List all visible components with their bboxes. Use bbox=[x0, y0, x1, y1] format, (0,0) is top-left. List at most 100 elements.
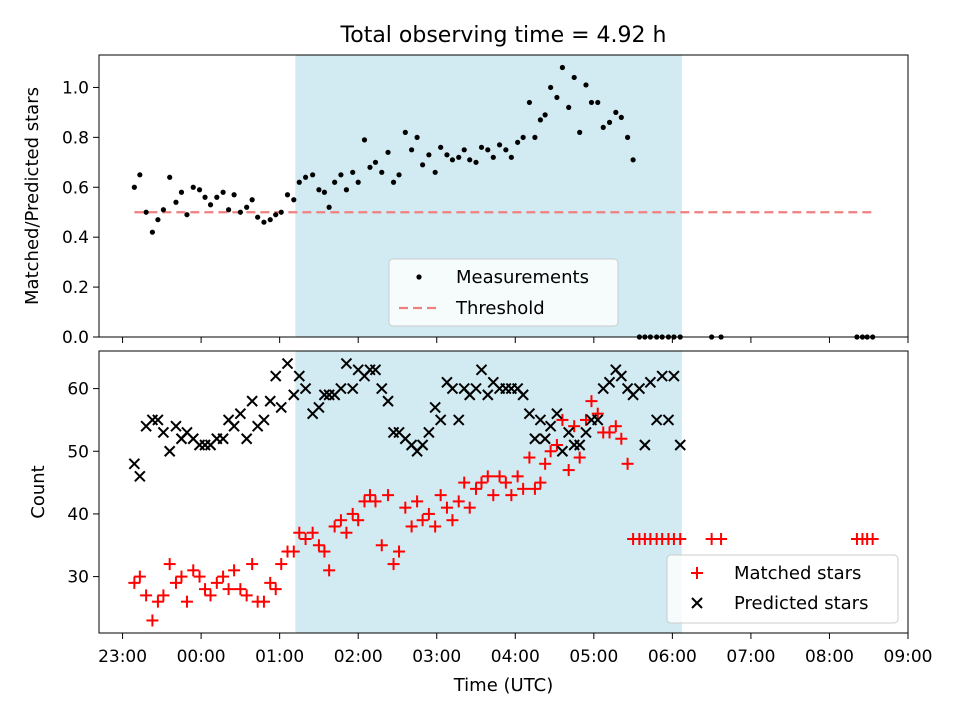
chart-title: Total observing time = 4.92 h bbox=[340, 23, 667, 48]
predicted-star-point bbox=[639, 439, 651, 451]
matched-star-point bbox=[146, 614, 159, 627]
cross-stroke-b bbox=[246, 395, 258, 407]
matched-star-point bbox=[523, 451, 536, 464]
measurement-point bbox=[278, 209, 284, 215]
legend-matched-label: Matched stars bbox=[734, 563, 861, 584]
matched-star-point bbox=[180, 595, 193, 608]
y-tick-label: 0.8 bbox=[62, 128, 89, 148]
measurement-point bbox=[554, 94, 560, 101]
predicted-star-point bbox=[603, 376, 616, 389]
matched-star-point bbox=[539, 457, 552, 470]
measurement-point bbox=[202, 194, 208, 200]
cross-stroke-b bbox=[539, 433, 551, 445]
matched-star-point bbox=[363, 489, 376, 502]
x-tick-label: 23:00 bbox=[98, 647, 147, 667]
cross-stroke-b bbox=[405, 439, 418, 451]
matched-star-point bbox=[568, 420, 581, 433]
matched-star-point bbox=[440, 501, 453, 514]
measurement-point bbox=[244, 204, 250, 210]
predicted-star-point bbox=[470, 382, 482, 395]
x-axis-label: Time (UTC) bbox=[453, 675, 554, 696]
matched-star-point bbox=[452, 495, 465, 508]
matched-star-point bbox=[246, 558, 259, 571]
predicted-star-point bbox=[517, 389, 529, 401]
matched-star-point bbox=[429, 520, 442, 533]
cross-stroke-b bbox=[352, 364, 364, 376]
matched-star-point bbox=[534, 476, 547, 489]
cross-stroke-b bbox=[318, 389, 331, 401]
matched-star-point bbox=[511, 470, 524, 483]
measurement-point bbox=[485, 147, 491, 153]
x-tick-label: 04:00 bbox=[491, 647, 540, 667]
top-legend: Measurements Threshold bbox=[388, 258, 619, 327]
measurement-point bbox=[261, 219, 267, 225]
predicted-star-point bbox=[615, 370, 628, 382]
measurement-point bbox=[137, 172, 143, 178]
predicted-star-point bbox=[293, 370, 305, 382]
predicted-star-point bbox=[234, 407, 247, 420]
matched-star-point bbox=[481, 470, 494, 483]
x-tick-label: 00:00 bbox=[177, 647, 226, 667]
bottom-legend: Matched stars Predicted stars bbox=[666, 554, 899, 624]
cross-stroke-b bbox=[691, 597, 703, 609]
cross-stroke-b bbox=[288, 389, 300, 401]
cross-stroke-b bbox=[157, 426, 170, 439]
predicted-star-point bbox=[529, 433, 541, 445]
matched-star-point bbox=[163, 558, 176, 571]
matched-star-point bbox=[264, 576, 277, 589]
predicted-star-point bbox=[318, 389, 331, 401]
matched-star-point bbox=[352, 514, 365, 527]
matched-star-point bbox=[387, 558, 400, 571]
measurement-point bbox=[296, 179, 302, 185]
cross-stroke-b bbox=[335, 382, 347, 395]
cross-stroke-b bbox=[551, 407, 563, 420]
measurement-point bbox=[143, 209, 149, 215]
predicted-star-point bbox=[453, 414, 465, 426]
predicted-star-point bbox=[134, 470, 146, 483]
cross-stroke-b bbox=[556, 445, 569, 457]
predicted-star-point bbox=[313, 401, 325, 414]
predicted-star-point bbox=[346, 382, 359, 395]
cross-stroke-b bbox=[340, 357, 353, 370]
matched-star-point bbox=[505, 489, 518, 502]
measurement-point bbox=[338, 172, 344, 178]
matched-star-point bbox=[573, 451, 586, 464]
bottom-axis-ticks: 30 40 50 60 23:00 00:00 01:00 02:00 03:00 04:00 05… bbox=[67, 380, 932, 667]
bottom-plot-marks bbox=[128, 357, 879, 627]
predicted-star-point bbox=[523, 407, 536, 420]
measurement-point bbox=[461, 147, 467, 153]
cross-stroke-b bbox=[573, 439, 586, 451]
cross-stroke-b bbox=[662, 414, 675, 426]
cross-stroke-b bbox=[275, 401, 287, 414]
cross-stroke-b bbox=[458, 382, 470, 395]
measurement-point bbox=[583, 82, 589, 88]
cross-stroke-b bbox=[650, 414, 663, 426]
top-legend-box bbox=[388, 258, 619, 327]
predicted-star-point bbox=[544, 420, 557, 432]
measurement-point bbox=[396, 172, 402, 178]
cross-stroke-b bbox=[416, 439, 429, 451]
matched-star-point bbox=[199, 583, 212, 596]
measurement-point bbox=[190, 184, 196, 190]
predicted-star-point bbox=[217, 433, 229, 445]
legend-plus-glyph bbox=[691, 567, 703, 579]
measurement-point bbox=[316, 187, 322, 193]
measurement-point bbox=[326, 204, 332, 210]
cross-stroke-b bbox=[621, 382, 634, 395]
cross-stroke-b bbox=[222, 414, 235, 426]
measurement-point bbox=[624, 134, 631, 140]
matched-star-point bbox=[528, 482, 541, 495]
predicted-star-point bbox=[534, 414, 547, 426]
matched-star-point bbox=[475, 476, 488, 489]
cross-stroke-b bbox=[299, 382, 312, 395]
predicted-star-point bbox=[288, 389, 300, 401]
matched-star-point bbox=[340, 526, 353, 539]
measurement-point bbox=[420, 162, 426, 168]
measurement-point bbox=[618, 114, 624, 120]
matched-star-point bbox=[499, 476, 512, 489]
cross-stroke-b bbox=[562, 426, 575, 439]
predicted-star-point bbox=[246, 395, 258, 407]
cross-stroke-b bbox=[639, 439, 651, 451]
matched-star-point bbox=[328, 520, 341, 533]
